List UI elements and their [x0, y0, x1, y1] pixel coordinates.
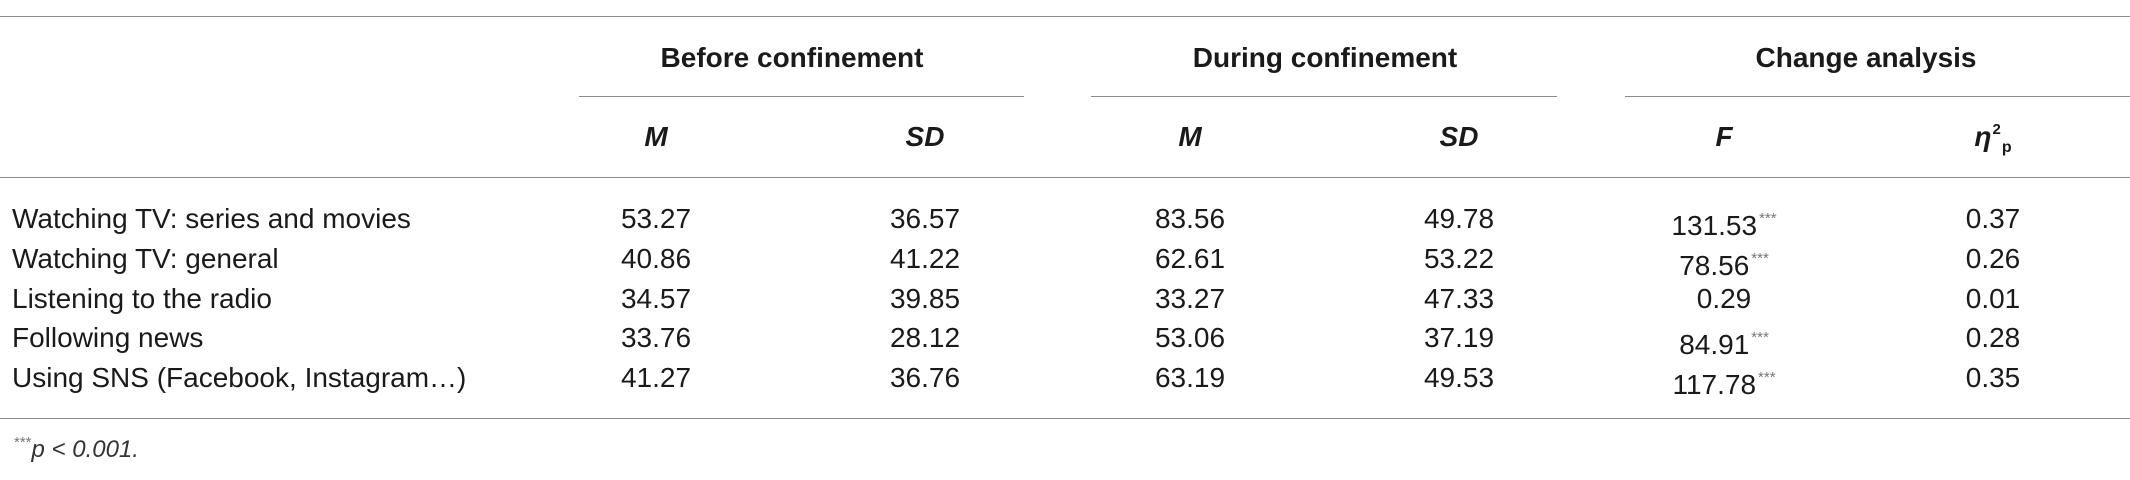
row-label: Watching TV: general	[12, 243, 279, 274]
table-cell: 62.61	[1155, 242, 1225, 276]
cell-value: 84.91	[1679, 329, 1750, 360]
footnote-marker: ***	[14, 434, 32, 451]
cell-value: 47.33	[1423, 283, 1495, 314]
cell-value: 33.76	[620, 322, 692, 353]
table-top-rule	[0, 16, 2130, 17]
subheader-eta: η2p	[1974, 120, 2011, 165]
table-cell: 36.76	[890, 361, 960, 395]
cell-value: 0.29	[1696, 283, 1752, 314]
cell-value: 28.12	[889, 322, 961, 353]
group-header-before: Before confinement	[660, 42, 924, 73]
table-cell: 0.26	[1966, 242, 2021, 276]
table-cell: 28.12	[890, 321, 960, 355]
table-cell: 0.28	[1966, 321, 2021, 355]
group-header-change: Change analysis	[1755, 42, 1977, 73]
table-cell: 47.33	[1424, 282, 1494, 316]
table-cell: 117.78 ***	[1672, 361, 1775, 402]
cell-value: 40.86	[620, 243, 692, 274]
table-cell: 53.06	[1155, 321, 1225, 355]
table-bottom-rule	[0, 418, 2130, 419]
table-cell: 84.91 ***	[1679, 321, 1769, 362]
subheader-during-sd: SD	[1439, 121, 1479, 152]
cell-value: 83.56	[1154, 203, 1226, 234]
table-cell: 0.35	[1966, 361, 2021, 395]
cell-value: 41.22	[889, 243, 961, 274]
significance-marker: ***	[1758, 369, 1776, 386]
cell-value: 78.56	[1679, 250, 1750, 281]
table-cell: 53.22	[1424, 242, 1494, 276]
eta-superscript: 2	[1992, 121, 2001, 138]
table-cell: 49.78	[1424, 202, 1494, 236]
table-cell: 33.76	[621, 321, 691, 355]
cell-value: 63.19	[1154, 362, 1226, 393]
significance-marker: ***	[1751, 250, 1769, 267]
significance-marker: ***	[1751, 329, 1769, 346]
eta-subscript: p	[2001, 139, 2012, 156]
table-cell: 63.19	[1155, 361, 1225, 395]
cell-value: 53.27	[620, 203, 692, 234]
significance-marker: ***	[1759, 210, 1777, 227]
cell-value: 53.22	[1423, 243, 1495, 274]
cell-value: 0.26	[1965, 243, 2021, 274]
table-cell: 131.53 ***	[1671, 202, 1776, 243]
row-label: Watching TV: series and movies	[12, 203, 411, 234]
header-bottom-rule	[0, 177, 2130, 178]
subheader-before-m: M	[644, 121, 668, 152]
table-cell: 41.27	[621, 361, 691, 395]
cell-value: 62.61	[1154, 243, 1226, 274]
row-label: Following news	[12, 322, 204, 353]
cell-value: 49.53	[1423, 362, 1495, 393]
table-cell: 0.37	[1966, 202, 2021, 236]
table-cell: 49.53	[1424, 361, 1494, 395]
group-rule-before	[579, 96, 1024, 97]
cell-value: 39.85	[889, 283, 961, 314]
table-cell: 36.57	[890, 202, 960, 236]
table-cell: 37.19	[1424, 321, 1494, 355]
table-cell: 40.86	[621, 242, 691, 276]
subheader-before-sd: SD	[905, 121, 945, 152]
cell-value: 0.35	[1965, 362, 2021, 393]
row-label: Listening to the radio	[12, 283, 272, 314]
group-rule-change	[1625, 96, 2130, 97]
table-cell: 39.85	[890, 282, 960, 316]
table-cell: 78.56 ***	[1679, 242, 1769, 283]
table-cell: 41.22	[890, 242, 960, 276]
table-cell: 0.01	[1966, 282, 2021, 316]
cell-value: 37.19	[1423, 322, 1495, 353]
table-footnote: ***p < 0.001.	[12, 434, 139, 464]
cell-value: 34.57	[620, 283, 692, 314]
table-cell: 0.29	[1697, 282, 1752, 316]
subheader-during-m: M	[1178, 121, 1202, 152]
cell-value: 0.01	[1965, 283, 2021, 314]
table-cell: 83.56	[1155, 202, 1225, 236]
cell-value: 33.27	[1154, 283, 1226, 314]
cell-value: 0.28	[1965, 322, 2021, 353]
group-rule-during	[1091, 96, 1557, 97]
cell-value: 117.78	[1672, 369, 1757, 400]
table-cell: 53.27	[621, 202, 691, 236]
cell-value: 36.57	[889, 203, 961, 234]
table-cell: 34.57	[621, 282, 691, 316]
table-cell: 33.27	[1155, 282, 1225, 316]
subheader-f: F	[1715, 121, 1733, 152]
cell-value: 49.78	[1423, 203, 1495, 234]
cell-value: 131.53	[1671, 210, 1758, 241]
cell-value: 36.76	[889, 362, 961, 393]
cell-value: 41.27	[620, 362, 692, 393]
footnote-text: p < 0.001.	[31, 436, 139, 463]
group-header-during: During confinement	[1192, 42, 1458, 73]
row-label: Using SNS (Facebook, Instagram…)	[12, 362, 467, 393]
eta-symbol: η	[1974, 121, 1992, 152]
cell-value: 53.06	[1154, 322, 1226, 353]
cell-value: 0.37	[1965, 203, 2021, 234]
